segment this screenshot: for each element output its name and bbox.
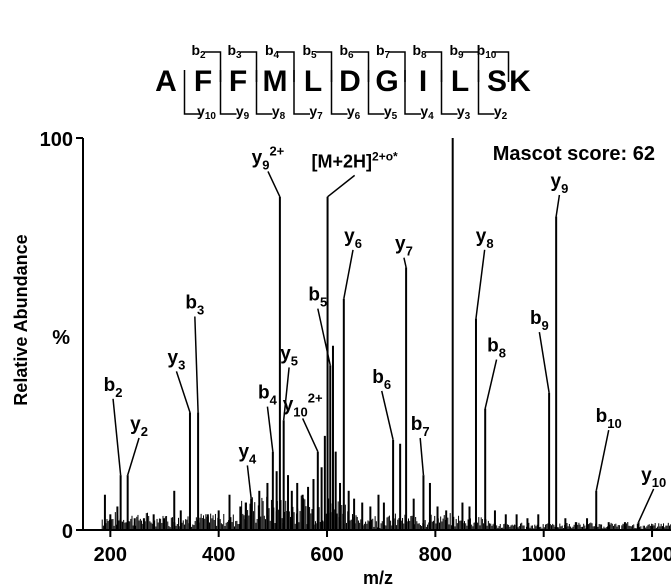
y-fragment-label: y3 xyxy=(457,103,471,122)
label-connector xyxy=(175,371,191,413)
ion-label: b10 xyxy=(596,406,622,431)
label-connector xyxy=(266,406,274,452)
label-connector xyxy=(595,430,610,491)
b-fragment-label: b9 xyxy=(449,42,464,61)
label-connector xyxy=(381,390,394,441)
ion-label: y102+ xyxy=(283,390,323,419)
label-connector xyxy=(301,418,319,452)
label-connector xyxy=(126,437,140,476)
label-connector xyxy=(419,437,425,476)
y-tick-label-100: 100 xyxy=(40,129,73,151)
label-connector xyxy=(317,308,332,366)
ion-label: y9 xyxy=(551,171,569,196)
b-fragment-label: b3 xyxy=(227,42,242,61)
sequence-residue: L xyxy=(304,65,322,98)
y-fragment-label: y6 xyxy=(347,103,361,122)
label-connector xyxy=(403,257,407,268)
sequence-residue: L xyxy=(451,65,469,98)
ion-label: y5 xyxy=(280,343,298,368)
b-fragment-label: b2 xyxy=(191,42,206,61)
ion-label: b3 xyxy=(185,292,204,317)
y-bracket xyxy=(183,70,201,115)
y-axis-percent: % xyxy=(52,327,70,349)
y-bracket xyxy=(330,70,348,115)
y-bracket xyxy=(293,70,310,115)
y-fragment-label: y9 xyxy=(236,103,250,122)
ion-label: y10 xyxy=(641,465,666,490)
label-connector xyxy=(637,488,655,523)
label-connector xyxy=(555,194,561,217)
y-bracket xyxy=(404,70,421,115)
label-connector xyxy=(267,171,281,198)
label-connector xyxy=(484,359,498,409)
b-fragment-label: b8 xyxy=(412,42,427,61)
y-bracket xyxy=(367,70,385,115)
ion-label: y3 xyxy=(168,347,186,372)
x-tick-label: 800 xyxy=(419,544,452,566)
ion-label: b4 xyxy=(258,383,278,408)
label-connector xyxy=(194,316,199,413)
b-fragment-label: b10 xyxy=(477,42,497,61)
ion-label: b7 xyxy=(411,414,430,439)
y-fragment-label: y2 xyxy=(494,103,508,122)
ion-label: b9 xyxy=(530,308,549,333)
ion-label: y7 xyxy=(395,234,413,259)
y-bracket xyxy=(255,70,273,115)
ion-label: b5 xyxy=(308,285,327,310)
y-fragment-label: y5 xyxy=(384,103,398,122)
y-axis-label: Relative Abundance xyxy=(11,234,31,405)
y-fragment-label: y10 xyxy=(197,103,216,122)
y-fragment-label: y4 xyxy=(420,103,434,122)
sequence-residue: F xyxy=(229,65,247,98)
sequence-residue: K xyxy=(509,65,531,98)
b-fragment-label: b4 xyxy=(265,42,280,61)
sequence-residue: A xyxy=(155,65,177,98)
b-bracket xyxy=(425,51,443,82)
label-connector xyxy=(246,465,252,499)
peaks xyxy=(101,138,671,530)
ion-label: y2 xyxy=(130,414,148,439)
sequence-residue: F xyxy=(194,65,212,98)
ion-label: b6 xyxy=(372,367,391,392)
label-connector xyxy=(343,249,354,299)
y-fragment-label: y7 xyxy=(309,103,323,122)
y-bracket xyxy=(477,70,495,115)
ion-label: y92+ xyxy=(252,143,285,172)
ion-label: b8 xyxy=(487,336,506,361)
x-tick-label: 1000 xyxy=(521,544,566,566)
ion-label: b2 xyxy=(104,375,123,400)
b-fragment-label: b7 xyxy=(376,42,391,61)
ion-label: y4 xyxy=(238,441,257,466)
x-tick-label: 400 xyxy=(202,544,235,566)
y-fragment-label: y8 xyxy=(272,103,286,122)
mascot-score: Mascot score: 62 xyxy=(493,143,655,165)
x-tick-label: 600 xyxy=(310,544,343,566)
y-bracket xyxy=(219,70,237,115)
label-connector xyxy=(112,398,122,476)
label-connector xyxy=(475,249,486,319)
label-connector xyxy=(327,174,356,198)
x-ticks: 200 400 600 800 1000 1200 xyxy=(94,530,671,566)
peak-labels: b2 y2 y3 b3 y4 b4 y92+ y5 y102+ b5 [M+2H]2+o* y6 b6 y… xyxy=(104,143,666,523)
y-bracket xyxy=(440,70,458,115)
b-fragment-label: b6 xyxy=(339,42,354,61)
b-fragment-label: b5 xyxy=(302,42,317,61)
x-tick-label: 200 xyxy=(94,544,127,566)
ion-label: y8 xyxy=(476,226,494,251)
x-axis-label: m/z xyxy=(363,568,393,588)
b-bracket xyxy=(492,51,510,82)
sequence-residue: I xyxy=(419,65,427,98)
x-tick-label: 1200 xyxy=(630,544,671,566)
precursor-label: [M+2H]2+o* xyxy=(312,149,399,171)
sequence-residue: D xyxy=(339,65,361,98)
y-tick-label-0: 0 xyxy=(62,521,73,543)
ion-label: y6 xyxy=(344,226,362,251)
sequence-residue: G xyxy=(375,65,398,98)
sequence-residue: S xyxy=(487,65,507,98)
sequence-residue: M xyxy=(263,65,288,98)
label-connector xyxy=(538,332,550,393)
label-connector xyxy=(282,367,290,421)
